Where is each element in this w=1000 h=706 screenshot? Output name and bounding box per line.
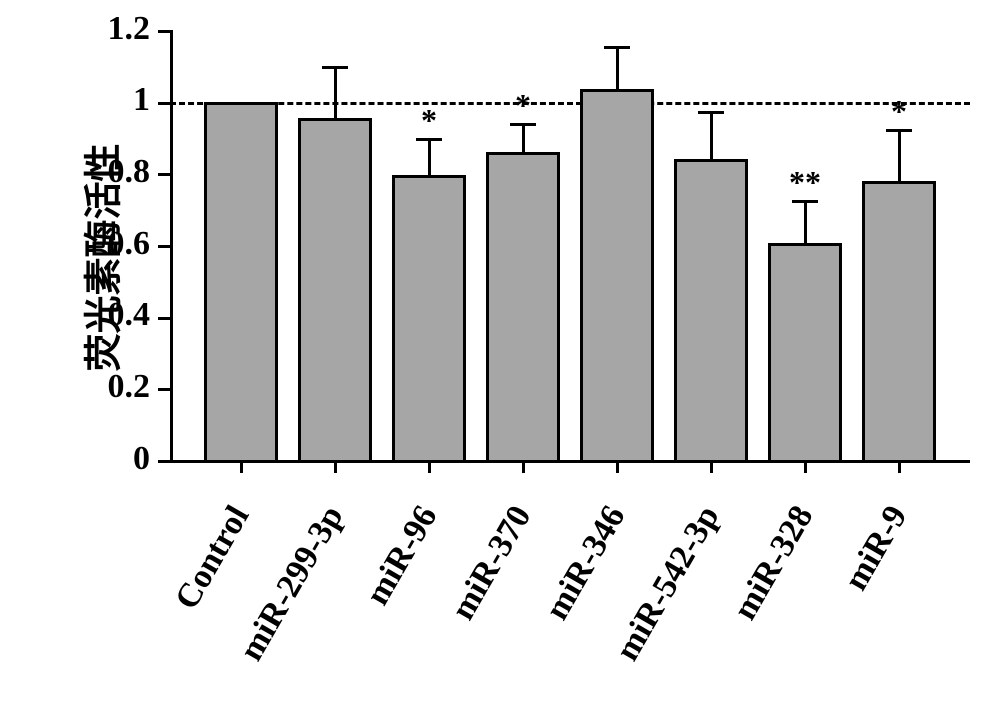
x-tick [240,463,243,473]
y-tick [158,102,170,105]
plot-area: ***** [170,30,970,460]
y-tick [158,388,170,391]
y-tick-label: 1 [78,81,150,119]
bar [392,175,466,460]
x-axis-line [170,460,970,463]
y-tick [158,30,170,33]
bar [486,152,560,460]
error-bar [710,111,713,159]
error-bar-cap [604,46,630,49]
y-tick [158,173,170,176]
y-tick [158,245,170,248]
bar [204,102,278,460]
x-tick [522,463,525,473]
significance-marker: * [493,87,553,124]
error-bar-cap [698,111,724,114]
y-tick-label: 0.8 [78,153,150,191]
significance-marker: ** [775,164,835,201]
x-tick [616,463,619,473]
error-bar [616,46,619,89]
error-bar [522,123,525,152]
error-bar [334,66,337,118]
bar [768,243,842,460]
y-tick [158,460,170,463]
x-tick [428,463,431,473]
bar [674,159,748,460]
y-tick-label: 0.6 [78,225,150,263]
y-tick-label: 0.4 [78,296,150,334]
y-axis-line [170,30,173,463]
error-bar [804,200,807,243]
x-tick [334,463,337,473]
error-bar [428,138,431,176]
x-tick [898,463,901,473]
x-tick [710,463,713,473]
significance-marker: * [869,93,929,130]
error-bar [898,129,901,181]
y-tick [158,317,170,320]
reference-line [170,102,970,105]
y-tick-label: 1.2 [78,10,150,48]
luciferase-bar-chart: 荧光素酶活性 ***** 00.20.40.60.811.2 Controlmi… [0,0,1000,706]
bar [298,118,372,460]
significance-marker: * [399,102,459,139]
x-tick [804,463,807,473]
bar [862,181,936,460]
y-tick-label: 0 [78,440,150,478]
bar [580,89,654,460]
error-bar-cap [322,66,348,69]
y-tick-label: 0.2 [78,368,150,406]
